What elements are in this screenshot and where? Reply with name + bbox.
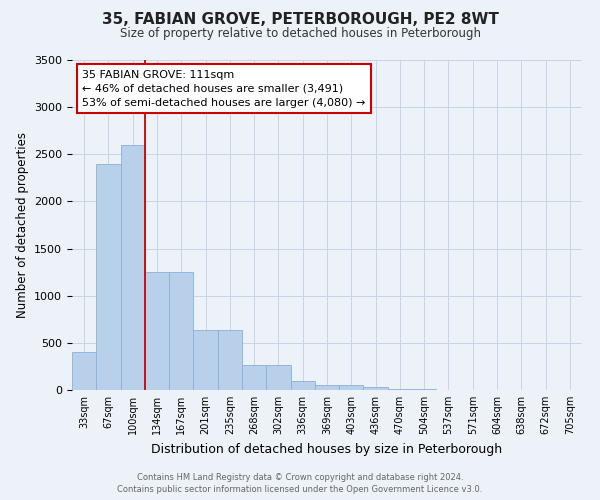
Bar	[266, 364, 290, 390]
Bar	[364, 387, 388, 390]
Bar	[169, 272, 193, 390]
Bar	[242, 364, 266, 390]
Bar	[96, 164, 121, 390]
Bar	[218, 330, 242, 390]
Bar	[72, 352, 96, 390]
Bar	[388, 388, 412, 390]
Bar	[339, 385, 364, 390]
Bar	[121, 145, 145, 390]
Text: Contains HM Land Registry data © Crown copyright and database right 2024.
Contai: Contains HM Land Registry data © Crown c…	[118, 472, 482, 494]
Text: Size of property relative to detached houses in Peterborough: Size of property relative to detached ho…	[119, 28, 481, 40]
Bar	[412, 389, 436, 390]
Text: 35 FABIAN GROVE: 111sqm
← 46% of detached houses are smaller (3,491)
53% of semi: 35 FABIAN GROVE: 111sqm ← 46% of detache…	[82, 70, 365, 108]
X-axis label: Distribution of detached houses by size in Peterborough: Distribution of detached houses by size …	[151, 442, 503, 456]
Bar	[145, 272, 169, 390]
Text: 35, FABIAN GROVE, PETERBOROUGH, PE2 8WT: 35, FABIAN GROVE, PETERBOROUGH, PE2 8WT	[101, 12, 499, 28]
Bar	[315, 385, 339, 390]
Bar	[193, 330, 218, 390]
Bar	[290, 380, 315, 390]
Y-axis label: Number of detached properties: Number of detached properties	[16, 132, 29, 318]
